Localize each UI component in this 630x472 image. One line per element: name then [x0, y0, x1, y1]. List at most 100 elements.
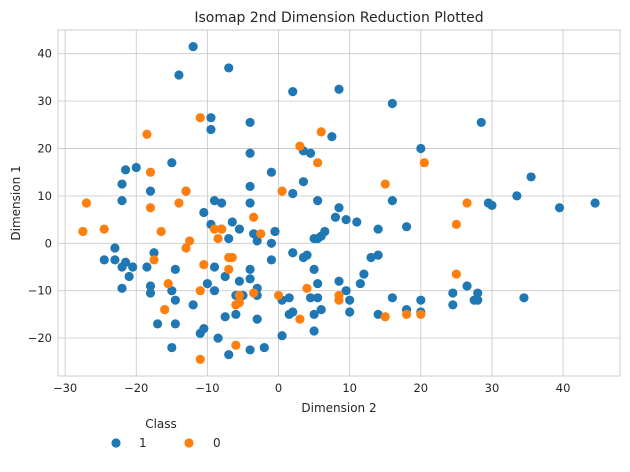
data-point-series-1 [220, 312, 230, 322]
data-point-series-1 [224, 350, 234, 360]
y-tick-label: 40 [37, 47, 52, 61]
data-point-series-1 [462, 281, 472, 291]
data-point-series-1 [448, 288, 458, 298]
data-point-series-1 [209, 286, 220, 296]
data-point-series-1 [117, 283, 127, 293]
data-point-series-1 [320, 226, 330, 237]
data-point-series-1 [209, 196, 220, 206]
data-point-series-1 [309, 264, 319, 274]
data-point-series-1 [266, 167, 277, 177]
data-point-series-0 [316, 127, 326, 137]
data-point-series-1 [245, 345, 255, 355]
data-point-series-1 [245, 117, 255, 128]
data-point-series-1 [231, 309, 241, 319]
data-point-series-1 [334, 203, 344, 213]
data-point-series-1 [288, 248, 298, 258]
data-point-series-0 [249, 212, 259, 222]
data-point-series-1 [145, 186, 156, 196]
data-point-series-0 [380, 312, 390, 322]
data-point-series-1 [199, 207, 209, 218]
data-point-series-1 [213, 333, 223, 343]
data-point-series-1 [206, 124, 216, 135]
data-point-series-1 [387, 293, 397, 303]
data-point-series-1 [401, 222, 412, 232]
legend-title: Class [145, 417, 177, 431]
data-point-series-1 [526, 172, 536, 182]
data-point-series-1 [416, 295, 426, 305]
data-point-series-1 [234, 276, 245, 286]
data-point-series-1 [334, 84, 344, 94]
data-point-series-1 [110, 243, 120, 253]
data-point-series-1 [249, 229, 259, 239]
data-point-series-1 [341, 214, 351, 225]
data-point-series-0 [181, 243, 191, 253]
legend-marker-series-0 [184, 438, 194, 448]
x-tick-label: 20 [413, 381, 428, 395]
grid [58, 30, 620, 376]
data-point-series-1 [234, 224, 245, 234]
data-point-series-1 [473, 288, 483, 298]
data-point-series-1 [473, 295, 483, 305]
data-point-series-1 [252, 314, 262, 324]
data-point-series-1 [259, 342, 269, 353]
data-point-series-1 [288, 188, 298, 199]
x-axis-label: Dimension 2 [301, 401, 376, 415]
data-point-series-1 [145, 288, 156, 298]
data-point-series-1 [330, 212, 341, 222]
x-tick-label: −10 [195, 381, 219, 395]
y-tick-label: −10 [28, 284, 52, 298]
data-point-series-1 [167, 342, 177, 353]
legend-marker-series-1 [111, 438, 121, 448]
data-point-series-0 [231, 340, 241, 350]
data-point-series-1 [334, 276, 344, 286]
data-point-series-0 [462, 198, 472, 208]
data-point-series-0 [224, 264, 234, 274]
data-point-series-1 [170, 264, 180, 274]
data-point-series-1 [305, 293, 316, 303]
data-point-series-1 [476, 117, 486, 128]
data-point-series-1 [352, 217, 362, 227]
data-point-series-0 [273, 290, 284, 301]
y-tick-label: 30 [37, 94, 52, 108]
data-point-series-0 [401, 309, 412, 319]
data-point-series-1 [120, 257, 131, 267]
x-tick-labels: −30 −20 −10 0 10 20 30 40 [53, 381, 570, 395]
data-point-series-0 [302, 283, 312, 293]
data-point-series-1 [309, 326, 319, 336]
data-point-series-0 [227, 252, 237, 263]
data-point-series-0 [231, 300, 241, 310]
data-point-series-0 [199, 260, 209, 270]
data-point-series-1 [99, 255, 109, 265]
data-point-series-1 [266, 238, 277, 248]
data-point-series-0 [380, 179, 390, 189]
data-point-series-0 [416, 309, 426, 319]
data-point-series-1 [252, 236, 262, 246]
y-tick-labels: −20 −10 0 10 20 30 40 [28, 47, 52, 345]
data-point-series-0 [295, 314, 305, 324]
data-point-series-1 [373, 224, 383, 234]
data-point-series-1 [327, 132, 337, 142]
data-point-series-1 [284, 309, 294, 319]
data-point-series-0 [145, 167, 156, 177]
data-point-series-1 [288, 87, 298, 97]
data-point-series-1 [519, 293, 529, 303]
data-point-series-0 [209, 224, 220, 234]
data-point-series-1 [302, 250, 312, 260]
data-point-series-1 [266, 255, 277, 265]
data-point-series-1 [152, 319, 163, 329]
y-tick-label: 20 [37, 141, 52, 155]
data-point-series-0 [419, 158, 429, 168]
x-tick-label: 40 [556, 381, 571, 395]
x-tick-label: 10 [342, 381, 357, 395]
data-point-series-1 [554, 203, 565, 213]
data-point-series-1 [355, 278, 365, 289]
data-point-series-1 [227, 217, 237, 227]
data-point-series-1 [206, 113, 216, 123]
data-point-series-1 [387, 196, 397, 206]
data-points [78, 41, 600, 365]
data-point-series-1 [124, 271, 134, 282]
data-point-series-1 [149, 248, 159, 258]
x-tick-label: 0 [275, 381, 282, 395]
